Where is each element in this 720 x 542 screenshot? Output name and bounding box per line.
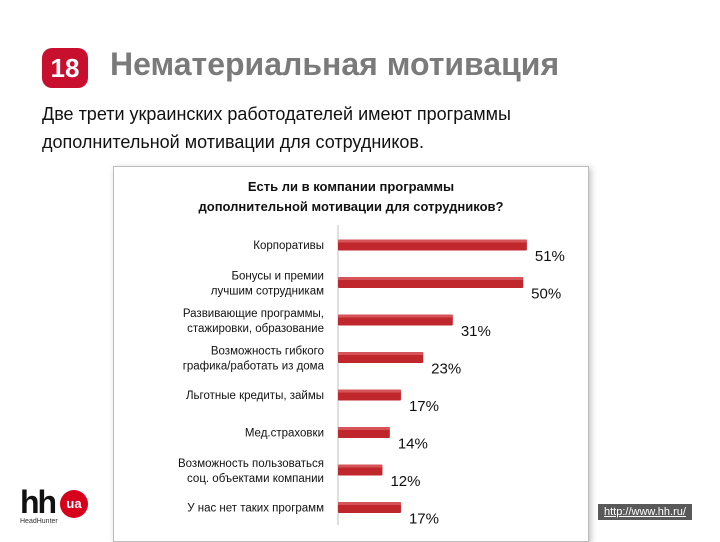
category-label: стажировки, образование — [187, 323, 324, 335]
category-label: Развивающие программы, — [183, 308, 324, 320]
category-label: Льготные кредиты, займы — [186, 390, 324, 402]
headhunter-logo: hh ua HeadHunter — [20, 484, 90, 530]
bar-highlight — [338, 427, 390, 430]
logo-subtext: HeadHunter — [20, 518, 58, 525]
source-link[interactable]: http://www.hh.ru/ — [598, 504, 692, 520]
logo-mark: hh — [20, 484, 57, 520]
bar-highlight — [338, 464, 383, 468]
value-label: 23% — [431, 361, 461, 378]
category-label: Бонусы и премии — [231, 271, 324, 283]
category-label: У нас нет таких программ — [187, 503, 324, 515]
slide-subtitle: Две трети украинских работодателей имеют… — [42, 104, 511, 152]
category-label: графика/работать из дома — [183, 361, 325, 373]
bar-highlight — [338, 314, 453, 318]
category-label: Возможность пользоваться — [178, 458, 324, 470]
value-label: 12% — [390, 473, 420, 490]
logo-badge: ua — [60, 490, 88, 518]
bar-highlight — [338, 389, 401, 393]
category-label: Корпоративы — [253, 240, 324, 252]
bar-highlight — [338, 352, 424, 355]
slide-title: Нематериальная мотивация — [110, 46, 560, 82]
category-label: лучшим сотрудникам — [211, 286, 324, 298]
bar-highlight — [338, 502, 401, 505]
bar-highlight — [338, 277, 524, 280]
slide-number-badge: 18 — [42, 48, 88, 88]
value-label: 51% — [535, 248, 565, 265]
category-label: соц. объектами компании — [187, 473, 324, 485]
value-label: 50% — [531, 286, 561, 303]
value-label: 17% — [409, 398, 439, 415]
chart-title-line: дополнительной мотивации для сотрудников… — [199, 199, 504, 214]
value-label: 17% — [409, 511, 439, 528]
value-label: 14% — [398, 436, 428, 453]
category-label: Возможность гибкого — [211, 346, 324, 358]
category-label: Мед.страховки — [245, 428, 324, 440]
value-label: 31% — [461, 323, 491, 340]
bar-chart: Есть ли в компании программы дополнительн… — [178, 179, 565, 528]
chart-title-line: Есть ли в компании программы — [248, 179, 454, 194]
bar-highlight — [338, 239, 527, 243]
chart-frame: Есть ли в компании программы дополнительн… — [113, 166, 589, 542]
